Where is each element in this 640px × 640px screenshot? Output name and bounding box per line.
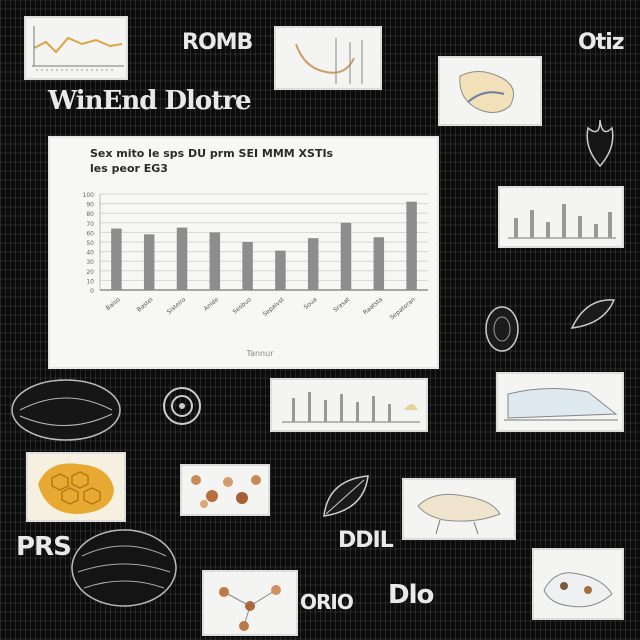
animal-sketch-icon bbox=[417, 493, 501, 535]
thumbnail-line-chart bbox=[24, 16, 128, 80]
map-sketch-icon bbox=[543, 572, 613, 608]
scribble-2: PRS bbox=[16, 532, 72, 562]
x-axis-label: Tannur bbox=[246, 349, 275, 358]
y-tick-label: 30 bbox=[86, 259, 94, 266]
x-tick-label: Sepatoran bbox=[389, 296, 417, 321]
bar bbox=[340, 222, 352, 290]
bar bbox=[176, 227, 188, 290]
illustration-icon bbox=[459, 71, 515, 113]
bar-chart: 0 10 20 30 40 50 60 70 80 90 100 Baiso Bastei Sisteir… bbox=[83, 192, 428, 358]
x-tick-label: Sisteiro bbox=[166, 296, 188, 316]
x-tick-label: Sesbuo bbox=[232, 296, 254, 316]
y-tick-label: 60 bbox=[86, 230, 94, 237]
mini-bar-chart bbox=[282, 392, 420, 423]
scribble-6: Dlo bbox=[388, 580, 434, 610]
feather-icon bbox=[570, 299, 616, 329]
sketch-icon bbox=[295, 38, 363, 84]
bar bbox=[307, 238, 319, 290]
y-tick-label: 40 bbox=[86, 250, 94, 257]
x-tick-label: Anide bbox=[203, 296, 221, 313]
y-tick-label: 80 bbox=[86, 211, 94, 218]
bar bbox=[373, 237, 385, 290]
honeycomb-icon bbox=[38, 463, 114, 514]
thumbnail-bar-chart-center bbox=[270, 378, 428, 432]
y-tick-label: 70 bbox=[86, 221, 94, 228]
y-tick-label: 10 bbox=[86, 278, 94, 285]
x-tick-label: Baiso bbox=[105, 296, 122, 312]
x-tick-label: Bastei bbox=[136, 296, 155, 314]
chart-title: Sex mito le sps DU prm SEI MMM XSTIs bbox=[90, 147, 334, 160]
chart-title-block: Sex mito le sps DU prm SEI MMM XSTIs les… bbox=[90, 146, 390, 176]
scribble-4: DDIL bbox=[338, 528, 394, 553]
x-tick-label: Srasat bbox=[332, 296, 352, 314]
scribble-3: Otiz bbox=[578, 30, 625, 55]
banner-text: WinEnd Dlotre bbox=[48, 86, 251, 116]
thumbnail-honeycomb bbox=[26, 452, 126, 522]
network-icon bbox=[219, 585, 281, 631]
leaf-sketch-icon bbox=[11, 379, 121, 441]
y-tick-label: 50 bbox=[86, 240, 94, 247]
y-tick-label: 20 bbox=[86, 269, 94, 276]
flower-bud-icon bbox=[586, 119, 614, 168]
thumbnail-animal-sketch bbox=[402, 478, 516, 540]
thumbnail-dots bbox=[180, 464, 270, 516]
y-tick-label: 90 bbox=[86, 202, 94, 209]
bar bbox=[143, 234, 155, 290]
thumbnail-sketch-chart bbox=[274, 26, 382, 90]
x-tick-label: Sepaivst bbox=[262, 296, 287, 318]
line-chart-sketch bbox=[32, 26, 124, 71]
area-sketch-icon bbox=[504, 387, 618, 421]
thumbnail-map-sketch bbox=[532, 548, 624, 620]
x-tick-label: Soua bbox=[303, 296, 319, 311]
shell-sketch-icon bbox=[71, 529, 177, 607]
thumbnail-area-chart bbox=[496, 372, 624, 432]
thumbnail-network bbox=[202, 570, 298, 636]
bar bbox=[242, 242, 253, 290]
scribble-1: ROMB bbox=[182, 30, 253, 55]
spiral-icon bbox=[163, 387, 201, 425]
scatter-dots-icon bbox=[191, 475, 261, 508]
leaf-icon bbox=[323, 475, 369, 517]
y-tick-label: 0 bbox=[90, 288, 94, 295]
seed-icon bbox=[485, 306, 519, 352]
x-tick-label: Raatsta bbox=[362, 296, 384, 316]
bar bbox=[275, 250, 286, 290]
y-tick-label: 100 bbox=[83, 192, 95, 199]
mini-bar-chart bbox=[508, 204, 616, 239]
thumbnail-bar-chart-right bbox=[498, 186, 624, 248]
bar bbox=[111, 228, 122, 290]
bar bbox=[209, 232, 221, 290]
thumbnail-illustration bbox=[438, 56, 542, 126]
scribble-5: ORIO bbox=[300, 590, 354, 614]
bar bbox=[406, 201, 417, 290]
chart-subtitle: les peor EG3 bbox=[90, 162, 168, 175]
